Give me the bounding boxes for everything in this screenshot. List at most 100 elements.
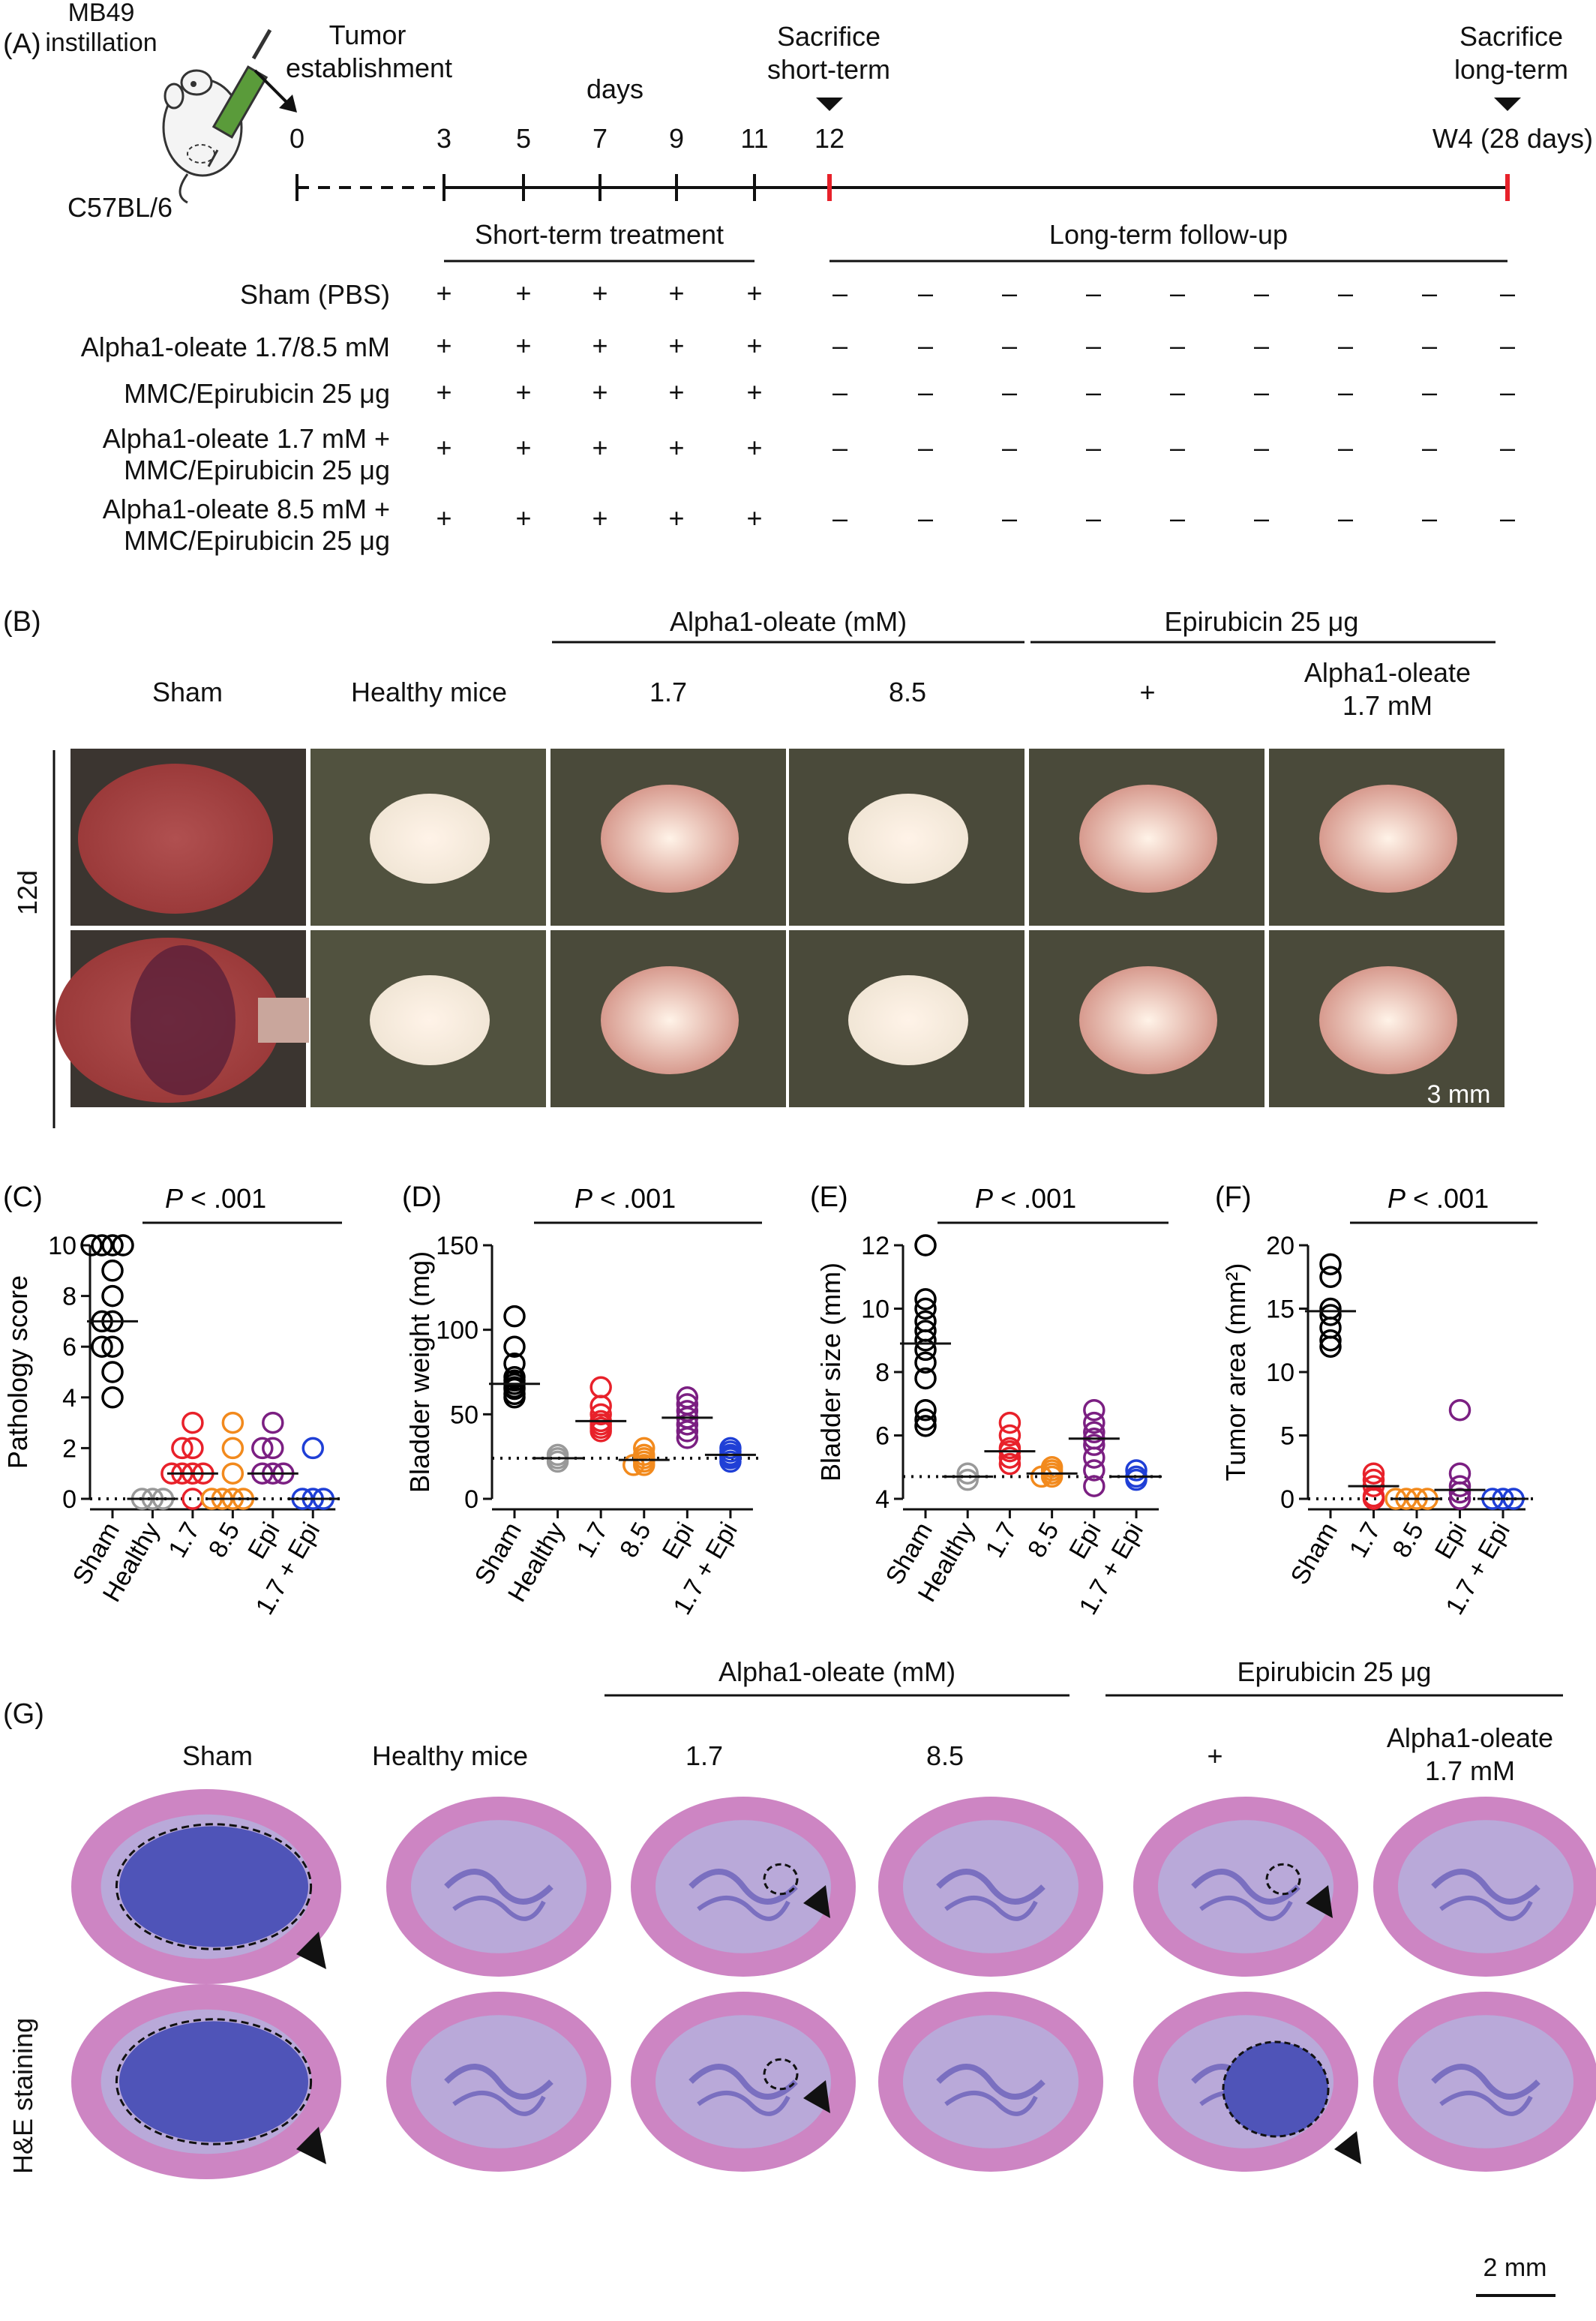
data-point <box>101 1335 124 1358</box>
data-point <box>1040 1465 1064 1488</box>
long-term-label: Long-term follow-up <box>1048 219 1288 250</box>
instillation-label-2: instillation <box>45 29 158 57</box>
data-point <box>1319 1266 1342 1288</box>
minus-mark: – <box>1085 330 1102 361</box>
group-alpha-label-b: Alpha1-oleate (mM) <box>669 606 908 637</box>
scale-bar-b-label: 3 mm <box>1426 1080 1491 1109</box>
data-point <box>676 1427 699 1449</box>
bladder-photo <box>1028 747 1266 927</box>
strain-label: C57BL/6 <box>67 192 173 223</box>
minus-mark: – <box>1169 330 1186 361</box>
data-point <box>182 1437 204 1460</box>
bladder-photo <box>1028 929 1266 1109</box>
treatment-row-label-line2: MMC/Epirubicin 25 μg <box>124 525 390 556</box>
w4-label: W4 (28 days) <box>1432 123 1593 154</box>
data-point <box>914 1351 937 1374</box>
group-epi-label-b: Epirubicin 25 μg <box>1164 606 1359 637</box>
data-point <box>1319 1304 1342 1326</box>
y-axis-label: Bladder weight (mg) <box>404 1251 435 1493</box>
bladder-photo <box>1268 929 1506 1109</box>
bladder-specimen <box>1319 785 1457 893</box>
data-point <box>914 1338 937 1362</box>
data-point <box>1083 1446 1106 1469</box>
treatment-row-label: Alpha1-oleate 1.7/8.5 mM <box>80 332 390 362</box>
data-point <box>1448 1475 1472 1497</box>
data-point <box>633 1437 656 1460</box>
data-point <box>676 1413 699 1436</box>
plus-mark: + <box>746 278 763 308</box>
day-tick-3: 3 <box>436 123 452 154</box>
bladder-photo <box>788 929 1026 1109</box>
tumor-establishment-label-1: Tumor <box>328 20 406 50</box>
minus-mark: – <box>1085 377 1102 407</box>
plus-mark: + <box>668 330 685 361</box>
plus-mark: + <box>746 330 763 361</box>
day-tick-12: 12 <box>814 123 845 154</box>
data-point <box>262 1411 284 1434</box>
data-point <box>622 1454 645 1476</box>
data-point <box>1319 1253 1342 1276</box>
minus-mark: – <box>832 377 848 407</box>
bladder-photo <box>788 747 1026 927</box>
data-point <box>1362 1488 1385 1510</box>
minus-mark: – <box>1253 330 1270 361</box>
treatment-row-label: MMC/Epirubicin 25 μg <box>124 378 390 409</box>
minus-mark: – <box>1169 432 1186 463</box>
minus-mark: – <box>1169 377 1186 407</box>
pvalue-label: P < .001 <box>574 1183 676 1214</box>
minus-mark: – <box>1253 503 1270 533</box>
data-point <box>998 1424 1022 1447</box>
tumor-arrowhead <box>1334 2131 1361 2164</box>
tumor-arrowhead <box>1306 1885 1333 1918</box>
minus-mark: – <box>1253 278 1270 308</box>
minus-mark: – <box>1001 503 1018 533</box>
minus-mark: – <box>1337 503 1354 533</box>
data-point <box>1319 1329 1342 1352</box>
instillation-label-1: MB49 <box>68 0 135 27</box>
he-section <box>878 1797 1103 1977</box>
col-combo-b-1: Alpha1-oleate <box>1304 657 1472 688</box>
tumor-establishment-label-2: establishment <box>285 53 453 83</box>
minus-mark: – <box>1421 503 1438 533</box>
data-point <box>503 1305 526 1328</box>
he-section <box>878 1992 1103 2172</box>
bladder-photo <box>309 747 548 927</box>
y-axis-label: Tumor area (mm²) <box>1220 1263 1251 1482</box>
bladder-specimen <box>1319 966 1457 1074</box>
treatment-row-label-line2: MMC/Epirubicin 25 μg <box>124 455 390 485</box>
panel-g-label: (G) <box>3 1698 44 1730</box>
plus-mark: + <box>592 330 608 361</box>
bladder-photo <box>549 929 788 1109</box>
minus-mark: – <box>917 377 934 407</box>
bladder-specimen <box>1079 785 1217 893</box>
tumor-arrowhead <box>296 2127 326 2164</box>
data-point <box>101 1234 124 1257</box>
minus-mark: – <box>1499 278 1516 308</box>
data-point <box>91 1234 113 1257</box>
minus-mark: – <box>1421 432 1438 463</box>
plus-mark: + <box>668 377 685 407</box>
plus-mark: + <box>668 503 685 533</box>
panel-label: (F) <box>1215 1182 1252 1213</box>
data-point <box>1083 1421 1106 1444</box>
data-point <box>956 1468 979 1491</box>
minus-mark: – <box>1001 377 1018 407</box>
minus-mark: – <box>1253 432 1270 463</box>
day-tick-11: 11 <box>740 123 769 154</box>
data-point <box>914 1288 937 1311</box>
minus-mark: – <box>1001 278 1018 308</box>
plus-mark: + <box>592 377 608 407</box>
bladder-photo <box>549 747 788 927</box>
bladder-specimen <box>56 938 309 1103</box>
col-healthy-g: Healthy mice <box>371 1740 529 1771</box>
minus-mark: – <box>1421 278 1438 308</box>
y-tick-label: 150 <box>436 1232 478 1260</box>
plus-mark: + <box>592 503 608 533</box>
col-combo-g-1: Alpha1-oleate <box>1386 1722 1554 1753</box>
he-section <box>71 1984 341 2179</box>
he-section <box>386 1992 611 2172</box>
data-point <box>998 1446 1022 1469</box>
plus-mark: + <box>515 330 532 361</box>
minus-mark: – <box>1253 377 1270 407</box>
